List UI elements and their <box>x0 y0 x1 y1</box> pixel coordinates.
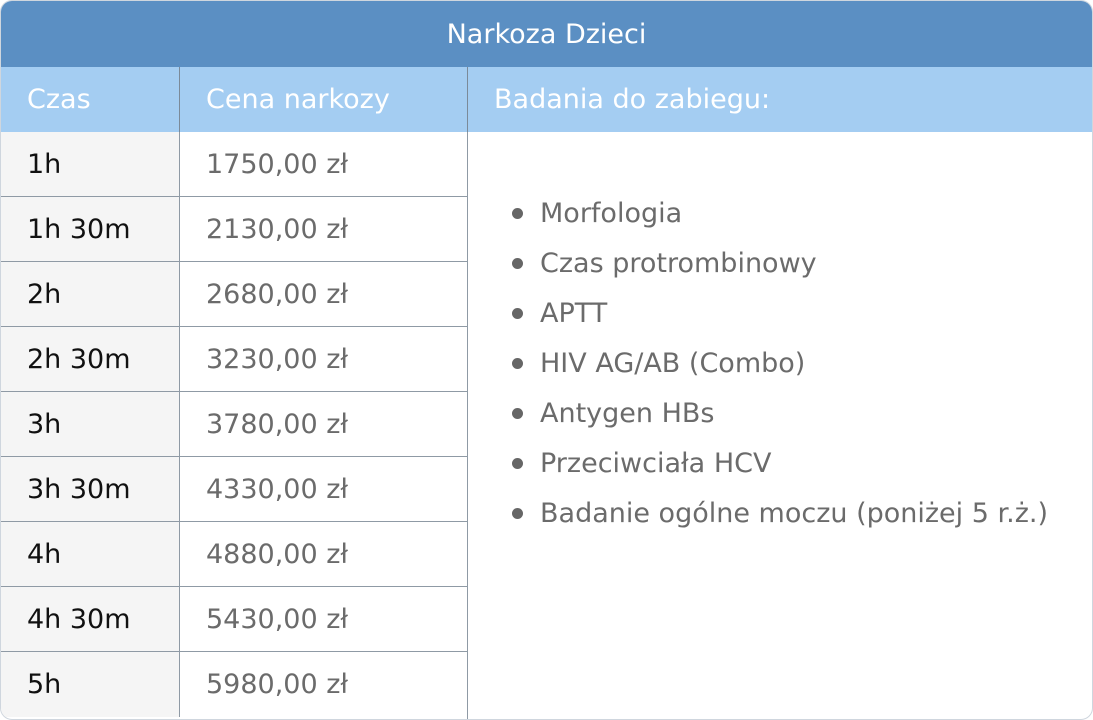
row-cena: 4330,00 zł <box>179 457 467 521</box>
exam-panel: Morfologia Czas protrombinowy APTT HIV AG/A… <box>467 132 1092 719</box>
bullet-dot-icon <box>512 507 523 519</box>
table-row: 4h 4880,00 zł <box>1 522 467 587</box>
exam-label: HIV AG/AB (Combo) <box>540 347 806 379</box>
row-cena: 1750,00 zł <box>179 132 467 196</box>
row-czas: 3h 30m <box>1 457 179 521</box>
table-row: 2h 2680,00 zł <box>1 262 467 327</box>
bullet-dot-icon <box>512 357 523 369</box>
exam-item: Badanie ogólne moczu (poniżej 5 r.ż.) <box>512 488 1092 538</box>
exam-label: Przeciwciała HCV <box>540 447 772 479</box>
table-title-text: Narkoza Dzieci <box>446 18 647 50</box>
table-row: 2h 30m 3230,00 zł <box>1 327 467 392</box>
row-cena: 3230,00 zł <box>179 327 467 391</box>
exam-item: Czas protrombinowy <box>512 238 1092 288</box>
exam-label: APTT <box>540 297 608 329</box>
table-row: 1h 1750,00 zł <box>1 132 467 197</box>
table-row: 3h 3780,00 zł <box>1 392 467 457</box>
bullet-dot-icon <box>512 457 523 469</box>
exam-label: Badanie ogólne moczu (poniżej 5 r.ż.) <box>540 497 1049 529</box>
row-cena: 2130,00 zł <box>179 197 467 261</box>
bullet-dot-icon <box>512 407 523 419</box>
row-czas: 3h <box>1 392 179 456</box>
exam-label: Morfologia <box>540 197 683 229</box>
exam-list: Morfologia Czas protrombinowy APTT HIV AG/A… <box>468 132 1092 538</box>
row-cena: 5980,00 zł <box>179 652 467 717</box>
bullet-dot-icon <box>512 207 523 219</box>
exam-item: HIV AG/AB (Combo) <box>512 338 1092 388</box>
row-czas: 4h <box>1 522 179 586</box>
header-row: Czas Cena narkozy Badania do zabiegu: <box>1 67 1092 132</box>
header-czas: Czas <box>27 84 91 115</box>
row-czas: 2h 30m <box>1 327 179 391</box>
bullet-dot-icon <box>512 307 523 319</box>
table-title: Narkoza Dzieci <box>1 1 1092 67</box>
exam-item: Antygen HBs <box>512 388 1092 438</box>
table-row: 5h 5980,00 zł <box>1 652 467 717</box>
exam-item: Morfologia <box>512 188 1092 238</box>
table-row: 1h 30m 2130,00 zł <box>1 197 467 262</box>
row-cena: 2680,00 zł <box>179 262 467 326</box>
price-rows: 1h 1750,00 zł 1h 30m 2130,00 zł 2h 2680,00 zł… <box>1 132 467 717</box>
exam-item: APTT <box>512 288 1092 338</box>
row-czas: 1h 30m <box>1 197 179 261</box>
row-cena: 3780,00 zł <box>179 392 467 456</box>
header-badania: Badania do zabiegu: <box>467 67 1092 132</box>
row-czas: 2h <box>1 262 179 326</box>
bullet-dot-icon <box>512 257 523 269</box>
exam-label: Czas protrombinowy <box>540 247 817 279</box>
row-cena: 4880,00 zł <box>179 522 467 586</box>
header-cena: Cena narkozy <box>179 67 467 132</box>
exam-item: Przeciwciała HCV <box>512 438 1092 488</box>
exam-label: Antygen HBs <box>540 397 715 429</box>
table-row: 4h 30m 5430,00 zł <box>1 587 467 652</box>
row-czas: 4h 30m <box>1 587 179 651</box>
table-row: 3h 30m 4330,00 zł <box>1 457 467 522</box>
row-czas: 5h <box>1 652 179 717</box>
row-czas: 1h <box>1 132 179 196</box>
row-cena: 5430,00 zł <box>179 587 467 651</box>
